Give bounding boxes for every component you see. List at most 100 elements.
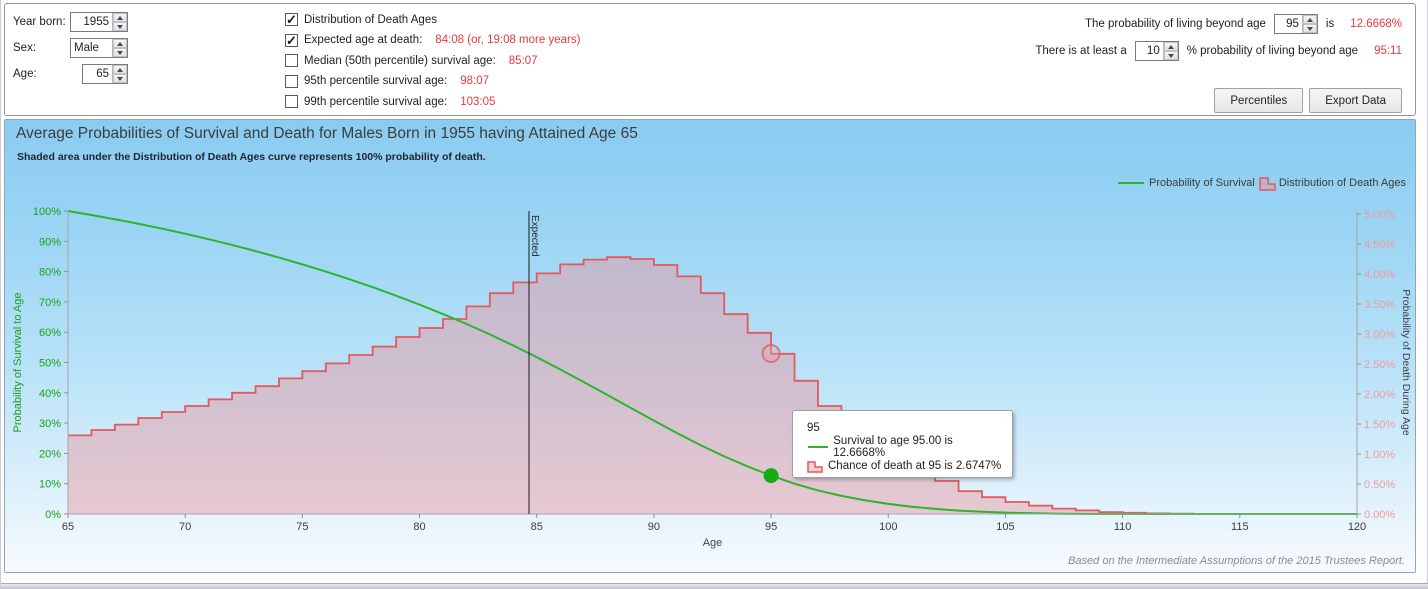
left-tick-label: 80% [39, 267, 61, 279]
x-tick-label: 80 [413, 521, 425, 533]
survival-death-chart[interactable]: 65 70 75 80 85 90 95 100 105 110 115 120 Age 0% 10% 20%… [5, 120, 1416, 573]
unchecked-checkbox[interactable] [285, 74, 298, 88]
percent-probability-query-row: There is at least a 10 % probability of … [1035, 41, 1402, 61]
age-row: Age: 65 [13, 64, 128, 84]
x-tick-label: 100 [879, 521, 897, 533]
sex-row: Sex: Male [13, 38, 128, 58]
beyond-age-spinner[interactable]: 95 [1273, 14, 1318, 34]
death-step-icon [807, 460, 823, 473]
export-data-button[interactable]: Export Data [1309, 88, 1402, 113]
options-list: Distribution of Death Ages Expected age a… [285, 12, 581, 108]
x-tick-label: 115 [1231, 521, 1249, 533]
spin-down-button[interactable] [113, 74, 127, 83]
option-row[interactable]: 99th percentile survival age: 103:05 [285, 95, 580, 108]
right-tick-label: 1.50% [1364, 419, 1395, 431]
death-distribution-outline [68, 256, 1357, 515]
spin-up-button[interactable] [1302, 15, 1317, 24]
spin-down-button[interactable] [1163, 51, 1178, 60]
bottom-panel-edge [1, 583, 1428, 589]
query2-prefix: There is at least a [1035, 45, 1127, 57]
unchecked-checkbox[interactable] [285, 95, 298, 108]
death-highlight-marker [761, 344, 781, 364]
spin-down-button[interactable] [113, 22, 127, 31]
right-tick-label: 1.00% [1364, 449, 1395, 461]
spin-down-button[interactable] [1302, 24, 1317, 33]
age-spinner[interactable]: 65 [82, 64, 128, 84]
right-tick-label: 2.50% [1364, 359, 1395, 371]
option-label: 95th percentile survival age: [304, 75, 448, 87]
top-buttons: Percentiles Export Data [1214, 88, 1402, 113]
checked-checkbox[interactable] [285, 12, 298, 28]
x-tick-label: 90 [648, 521, 660, 533]
query1-prefix: The probability of living beyond age [1084, 18, 1266, 30]
option-row[interactable]: 95th percentile survival age: 98:07 [285, 74, 580, 88]
death-distribution-area [68, 257, 1357, 514]
age-value[interactable]: 65 [96, 68, 109, 80]
person-form: Year born: 1955 Sex: Male Age: 65 [13, 12, 128, 84]
checked-checkbox[interactable] [285, 33, 298, 49]
right-axis-title: Probability of Death During Age [1400, 289, 1412, 436]
option-row[interactable]: Median (50th percentile) survival age: 85… [285, 54, 580, 67]
death-step-icon [1259, 177, 1276, 191]
survival-line-icon [808, 445, 828, 448]
year-born-value[interactable]: 1955 [83, 16, 109, 28]
spin-up-button[interactable] [113, 13, 127, 22]
left-tick-label: 10% [39, 479, 61, 491]
option-label: Median (50th percentile) survival age: [304, 54, 496, 67]
age-label: Age: [13, 68, 37, 80]
left-tick-label: 50% [39, 358, 61, 370]
percent-probability-spinner[interactable]: 10 [1134, 41, 1179, 61]
chart-source-note: Based on the Intermediate Assumptions of… [1068, 555, 1405, 567]
percent-probability-value[interactable]: 10 [1146, 45, 1160, 57]
year-born-spinner[interactable]: 1955 [70, 12, 128, 32]
x-tick-label: 110 [1114, 521, 1132, 533]
left-tick-label: 0% [45, 509, 61, 521]
unchecked-checkbox[interactable] [285, 54, 298, 67]
right-tick-label: 3.50% [1364, 299, 1395, 311]
option-value: 84:08 (or, 19:08 more years) [435, 34, 581, 46]
option-row[interactable]: Distribution of Death Ages [285, 12, 580, 28]
x-tick-label: 85 [531, 521, 543, 533]
left-tick-label: 60% [39, 327, 61, 339]
left-tick-label: 20% [39, 448, 61, 460]
right-tick-label: 3.00% [1364, 329, 1395, 341]
spin-up-button[interactable] [113, 39, 127, 48]
option-label: Expected age at death: [304, 34, 423, 46]
chart-subtitle: Shaded area under the Distribution of De… [17, 151, 486, 163]
legend-label: Probability of Survival [1149, 177, 1255, 189]
right-tick-label: 2.00% [1364, 389, 1395, 401]
right-tick-label: 0.00% [1364, 509, 1395, 521]
legend-item: Distribution of Death Ages [1259, 175, 1406, 191]
option-label: 99th percentile survival age: [304, 95, 448, 108]
chart-tooltip: 95 Survival to age 95.00 is 12.6668% Cha… [792, 410, 1013, 478]
x-tick-label: 95 [765, 521, 777, 533]
spin-down-button[interactable] [113, 48, 127, 57]
query2-middle: % probability of living beyond age [1186, 45, 1359, 57]
option-value: 98:07 [460, 75, 489, 87]
left-tick-label: 100% [33, 206, 61, 218]
year-born-label: Year born: [13, 16, 66, 28]
spin-up-button[interactable] [1163, 42, 1178, 51]
chart-panel: Average Probabilities of Survival and De… [4, 119, 1416, 573]
beyond-age-value[interactable]: 95 [1286, 18, 1299, 30]
survival-line-icon [1118, 182, 1145, 184]
x-tick-label: 65 [62, 521, 74, 533]
option-value: 103:05 [460, 95, 496, 108]
right-tick-label: 5.00% [1364, 209, 1395, 221]
percentiles-button[interactable]: Percentiles [1214, 88, 1304, 113]
year-born-row: Year born: 1955 [13, 12, 128, 32]
left-tick-label: 40% [39, 388, 61, 400]
option-row[interactable]: Expected age at death: 84:08 (or, 19:08 m… [285, 33, 581, 49]
legend-item: Probability of Survival [1116, 177, 1255, 189]
tooltip-title: 95 [807, 421, 820, 434]
sex-spinner[interactable]: Male [70, 38, 128, 58]
spin-up-button[interactable] [113, 65, 127, 74]
legend-label: Distribution of Death Ages [1278, 177, 1406, 189]
sex-value[interactable]: Male [74, 42, 99, 54]
left-axis-title: Probability of Survival to Age [12, 292, 24, 432]
survival-point-marker [763, 468, 779, 484]
sex-label: Sex: [13, 42, 37, 54]
right-tick-label: 4.50% [1364, 239, 1395, 251]
left-tick-label: 90% [39, 236, 61, 248]
